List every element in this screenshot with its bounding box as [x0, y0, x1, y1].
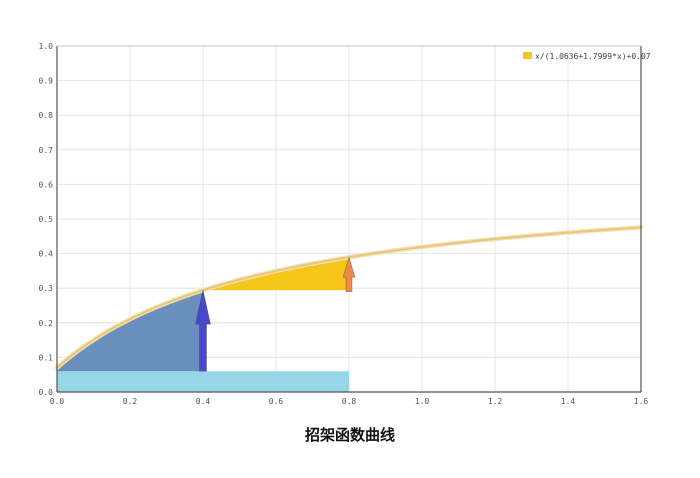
blue-area [57, 290, 203, 372]
y-tick-label: 0.2 [39, 319, 54, 328]
legend-swatch [523, 52, 532, 59]
chart-title: 招架函数曲线 [305, 426, 395, 444]
y-tick-label: 0.1 [39, 353, 54, 362]
arrows [195, 256, 356, 372]
x-tick-label: 1.0 [415, 397, 430, 406]
y-tick-label: 0.4 [39, 250, 54, 259]
y-tick-label: 0.7 [39, 146, 54, 155]
x-tick-label: 1.6 [634, 397, 649, 406]
y-tick-label: 0.9 [39, 77, 54, 86]
legend: x/(1.0636+1.7999*x)+0.07 [523, 52, 651, 61]
y-tick-label: 0.6 [39, 180, 54, 189]
x-tick-label: 0.6 [269, 397, 284, 406]
y-tick-label: 0.3 [39, 284, 54, 293]
x-tick-label: 1.2 [488, 397, 503, 406]
y-tick-label: 0.0 [39, 388, 54, 397]
legend-label: x/(1.0636+1.7999*x)+0.07 [535, 52, 651, 61]
x-tick-label: 0.8 [342, 397, 357, 406]
y-tick-label: 1.0 [39, 42, 54, 51]
x-tick-labels: 0.0 0.2 0.4 0.6 0.8 1.0 1.2 1.4 1.6 [50, 397, 649, 406]
x-tick-label: 1.4 [561, 397, 576, 406]
base-bar [57, 371, 349, 392]
y-tick-labels: 0.0 0.1 0.2 0.3 0.4 0.5 0.6 0.7 0.8 0.9 1.0 [39, 42, 54, 397]
x-tick-label: 0.2 [123, 397, 138, 406]
orange-arrow [342, 256, 356, 292]
blue-arrow [195, 290, 211, 372]
y-tick-label: 0.8 [39, 111, 54, 120]
x-tick-label: 0.4 [196, 397, 211, 406]
x-tick-label: 0.0 [50, 397, 65, 406]
axes [56, 45, 642, 393]
y-tick-label: 0.5 [39, 215, 54, 224]
